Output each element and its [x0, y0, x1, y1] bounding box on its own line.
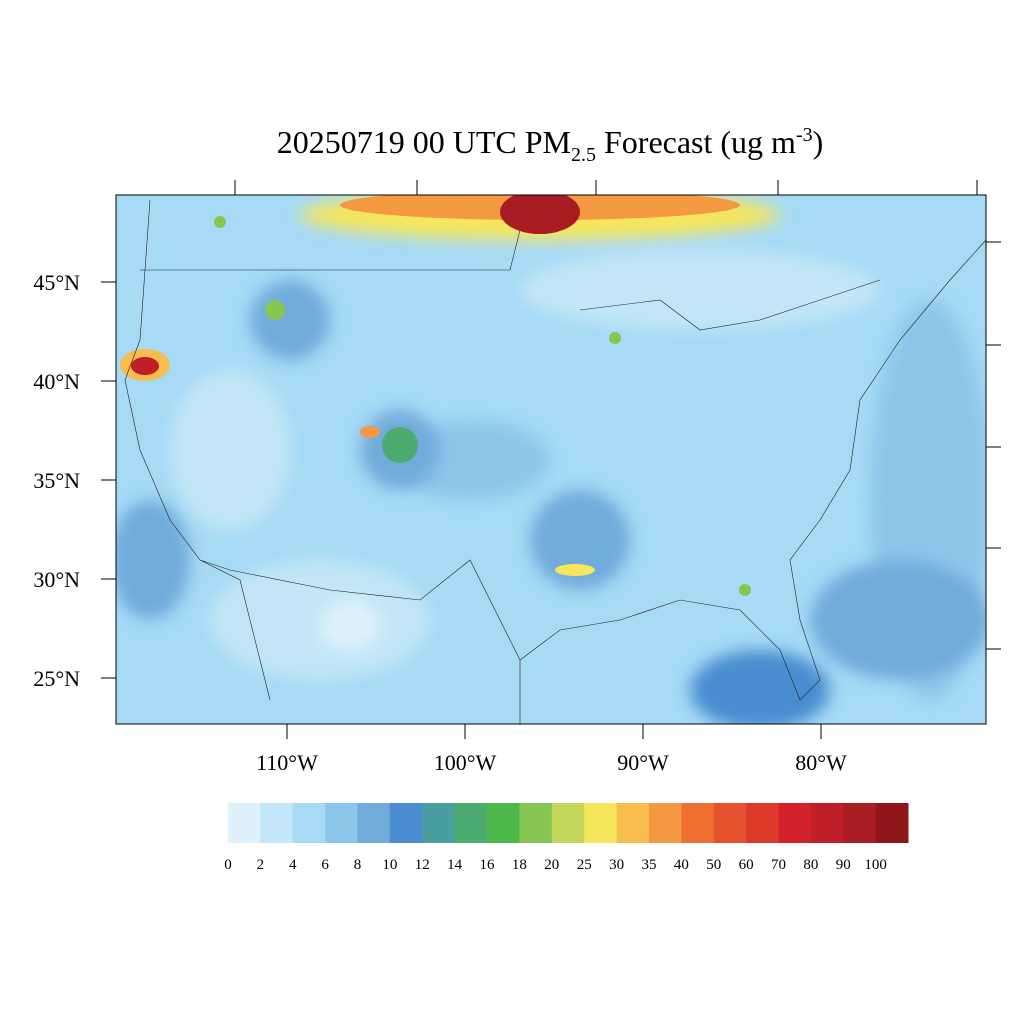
colorbar-box — [228, 803, 261, 843]
colorbar-label: 50 — [706, 857, 721, 873]
lon-label: 110°W — [256, 750, 318, 775]
colorbar-box — [454, 803, 488, 843]
colorbar-label: 60 — [739, 857, 754, 873]
colorbar-box — [843, 803, 877, 843]
colorbar-box — [389, 803, 423, 843]
colorbar-label: 70 — [771, 857, 786, 873]
colorbar-label: 10 — [382, 857, 397, 873]
colorbar-label: 6 — [321, 857, 329, 873]
colorbar-label: 8 — [354, 857, 362, 873]
lon-label: 90°W — [617, 750, 669, 775]
colorbar-label: 35 — [641, 857, 656, 873]
colorbar-label: 100 — [864, 857, 887, 873]
title: 20250719 00 UTC PM2.5 Forecast (ug m-3) — [277, 124, 824, 166]
colorbar-box — [325, 803, 359, 843]
colorbar-box — [778, 803, 812, 843]
colorbar-box — [292, 803, 326, 843]
colorbar-label: 20 — [544, 857, 559, 873]
colorbar-box — [810, 803, 844, 843]
unlabeled-ticks — [234, 180, 1001, 650]
colorbar-box — [875, 803, 909, 843]
colorbar-box — [487, 803, 520, 843]
colorbar-label: 18 — [512, 857, 527, 873]
colorbar-label: 40 — [674, 857, 689, 873]
lat-label: 40°N — [33, 369, 80, 394]
colorbar-label: 90 — [836, 857, 851, 873]
colorbar-label: 2 — [257, 857, 265, 873]
colorbar-label: 80 — [803, 857, 818, 873]
colorbar-box — [616, 803, 650, 843]
colorbar-label: 4 — [289, 857, 297, 873]
colorbar-box — [519, 803, 553, 843]
colorbar-label: 12 — [415, 857, 430, 873]
lat-label: 30°N — [33, 567, 80, 592]
colorbar-box — [746, 803, 779, 843]
colorbar-box — [648, 803, 682, 843]
colorbar-box — [551, 803, 585, 843]
lat-label: 45°N — [33, 270, 80, 295]
lon-label: 100°W — [434, 750, 497, 775]
map-frame — [115, 194, 987, 725]
colorbar-box — [422, 803, 456, 843]
colorbar-box — [584, 803, 618, 843]
colorbar-label: 16 — [480, 857, 496, 873]
colorbar-label: 25 — [577, 857, 592, 873]
colorbar-box — [357, 803, 391, 843]
lon-label: 80°W — [795, 750, 847, 775]
colorbar-box — [713, 803, 747, 843]
colorbar-label: 14 — [447, 857, 463, 873]
lat-label: 35°N — [33, 468, 80, 493]
colorbar-label: 30 — [609, 857, 624, 873]
colorbar-box — [260, 803, 294, 843]
pm25-field — [116, 195, 986, 724]
colorbar-box — [681, 803, 715, 843]
colorbar-label: 0 — [224, 857, 232, 873]
lat-label: 25°N — [33, 666, 80, 691]
